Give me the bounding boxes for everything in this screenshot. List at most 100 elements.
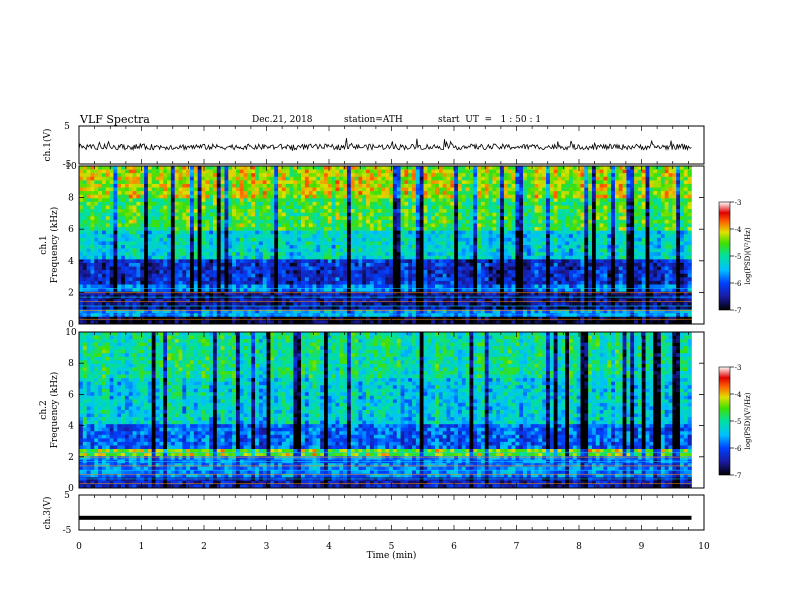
ch1-spectrogram-cell: [500, 176, 505, 181]
ch1-spectrogram-cell: [90, 270, 95, 275]
ch1-spectrogram-cell: [182, 173, 187, 178]
ch1-spectrogram-cell: [373, 252, 378, 257]
ch1-spectrogram-cell: [408, 201, 413, 206]
ch1-spectrogram-cell: [657, 191, 662, 196]
ch1-spectrogram-cell: [343, 219, 348, 224]
ch1-spectrogram-cell: [163, 241, 168, 246]
ch1-spectrogram-cell: [144, 227, 149, 231]
ch1-spectrogram-cell: [500, 198, 505, 203]
ch1-spectrogram-cell: [530, 270, 535, 275]
ch1-spectrogram-cell: [511, 191, 516, 196]
ch1-spectrogram-cell: [197, 173, 202, 178]
ch1-spectrogram-cell: [331, 255, 336, 260]
ch1-spectrogram-cell: [415, 191, 421, 196]
ch1-spectrogram-cell: [201, 219, 206, 224]
ch1-spectrogram-cell: [511, 259, 516, 264]
ch1-spectrogram-cell: [197, 198, 202, 203]
ch1-spectrogram-cell: [519, 234, 524, 239]
ch1-spectrogram-cell: [465, 245, 470, 249]
ch1-spectrogram-cell: [346, 198, 352, 203]
ch1-spectrogram-cell: [400, 234, 405, 239]
ch1-spectrogram-cell: [228, 187, 233, 192]
ch1-spectrogram-cell: [304, 209, 309, 213]
ch1-spectrogram-cell: [584, 237, 589, 242]
ch1-spectrogram-cell: [530, 248, 535, 253]
ch1-spectrogram-cell: [523, 245, 528, 249]
ch1-spectrogram-cell: [660, 262, 666, 267]
ch1-spectrogram-cell: [404, 201, 409, 206]
ch1-spectrogram-cell: [442, 227, 447, 231]
ch1-spectrogram-cell: [484, 227, 489, 231]
ch1-spectrogram-cell: [687, 198, 692, 203]
ch1-spectrogram-cell: [79, 212, 84, 217]
ch1-spectrogram-cell: [668, 252, 673, 257]
ch1-spectrogram-cell: [289, 266, 294, 271]
ch1-spectrogram-cell: [251, 270, 256, 275]
ch1-spectrogram-cell: [201, 230, 206, 235]
ch1-spectrogram-cell: [124, 198, 130, 203]
ch1-spectrogram-cell: [683, 237, 688, 242]
ch1-spectrogram-cell: [224, 183, 229, 188]
ch1-spectrogram-cell: [668, 183, 673, 188]
ch1-spectrogram-cell: [350, 245, 355, 249]
ch1-spectrogram-cell: [557, 245, 562, 249]
ch1-spectrogram-cell: [603, 227, 608, 231]
ch1-spectrogram-cell: [224, 237, 229, 242]
ch1-spectrogram-cell: [312, 216, 317, 221]
ch1-spectrogram-cell: [144, 176, 149, 181]
ch1-spectrogram-cell: [327, 223, 332, 228]
ch1-spectrogram-cell: [366, 201, 371, 206]
ch1-spectrogram-cell: [235, 219, 241, 224]
ch1-spectrogram-cell: [186, 187, 191, 192]
ch1-spectrogram-cell: [331, 191, 336, 196]
ch1-spectrogram-cell: [645, 266, 650, 271]
ch1-spectrogram-cell: [454, 191, 459, 196]
ch1-spectrogram-cell: [657, 169, 662, 174]
ch1-spectrogram-cell: [151, 205, 156, 210]
ch1-spectrogram-cell: [530, 180, 535, 185]
ch1-spectrogram-cell: [278, 273, 283, 278]
ch1-spectrogram-cell: [170, 270, 176, 275]
ch1-spectrogram-cell: [553, 234, 558, 239]
ch1-spectrogram-cell: [366, 209, 371, 213]
ch1-spectrogram-cell: [511, 252, 516, 257]
ch1-spectrogram-cell: [645, 183, 650, 188]
ch1-spectrogram-cell: [212, 230, 218, 235]
ch1-spectrogram-cell: [526, 234, 532, 239]
ch1-spectrogram-cell: [136, 273, 141, 278]
ch1-spectrogram-cell: [546, 176, 551, 181]
ch1-spectrogram-cell: [101, 219, 107, 224]
ch1-spectrogram-cell: [400, 212, 405, 217]
ch1-spectrogram-cell: [193, 259, 198, 264]
ch1-spectrogram-cell: [278, 245, 283, 249]
ch1-spectrogram-cell: [377, 223, 382, 228]
ch1-spectrogram-cell: [301, 237, 306, 242]
ch1-spectrogram-cell: [278, 216, 283, 221]
ch1-spectrogram-cell: [170, 223, 176, 228]
ch1-spectrogram-cell: [538, 223, 543, 228]
ch1-spectrogram-cell: [377, 273, 382, 278]
ch1-spectrogram-cell: [546, 273, 551, 278]
ch1-spectrogram-cell: [427, 227, 432, 231]
ch1-spectrogram-cell: [392, 187, 398, 192]
ch1-spectrogram-cell: [385, 180, 390, 185]
ch1-spectrogram-cell: [680, 259, 685, 264]
ch1-spectrogram-cell: [580, 187, 585, 192]
ch1-spectrogram-cell: [220, 234, 225, 239]
ch1-spectrogram-cell: [270, 227, 275, 231]
ch1-spectrogram-cell: [216, 212, 221, 217]
ch1-spectrogram-cell: [546, 270, 551, 275]
ch1-spectrogram-cell: [392, 205, 398, 210]
ch1-spectrogram-cell: [346, 216, 352, 221]
ch1-spectrogram-cell: [86, 273, 91, 278]
ch1-spectrogram-cell: [197, 252, 202, 257]
ch1-spectrogram-cell: [201, 245, 206, 249]
ch1-spectrogram-cell: [534, 169, 539, 174]
ch1-spectrogram-cell: [645, 270, 650, 275]
ch1-spectrogram-cell: [128, 173, 133, 178]
ch1-spectrogram-cell: [301, 230, 306, 235]
ch1-spectrogram-cell: [186, 273, 191, 278]
ch1-spectrogram-cell: [408, 241, 413, 246]
ch1-spectrogram-cell: [90, 194, 95, 199]
ch1-spectrogram-cell: [569, 173, 574, 178]
